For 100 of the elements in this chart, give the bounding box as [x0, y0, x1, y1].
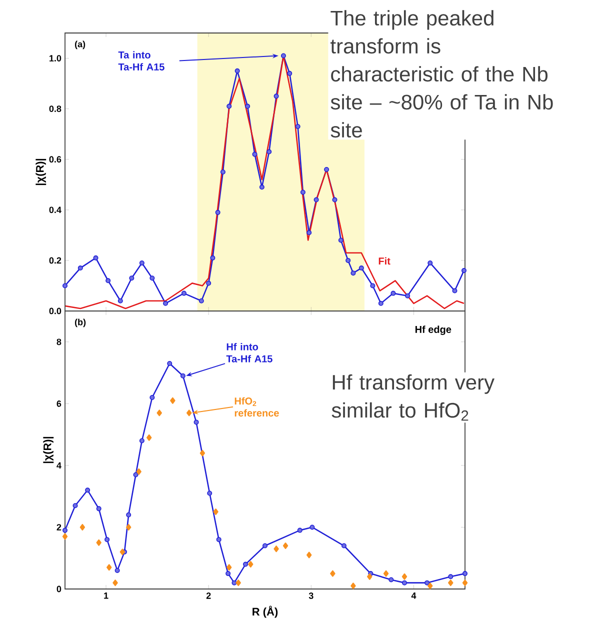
- point: [448, 580, 454, 586]
- x-tick-label: 3: [308, 592, 314, 599]
- y-tick-label: 0.4: [49, 206, 62, 214]
- series-label: Fit: [378, 257, 390, 265]
- point: [146, 434, 152, 441]
- annotation: The triple peaked transform is characteristic of the Nb site – ~80% of Ta in Nb site: [330, 10, 553, 138]
- y-tick-label: 0: [56, 586, 62, 592]
- point: [243, 562, 248, 567]
- point: [180, 373, 186, 378]
- annotation: Hf transform very similar to HfO$_{2}$: [332, 374, 494, 421]
- point: [405, 293, 410, 298]
- point: [314, 197, 319, 202]
- y-tick-label: 1.0: [50, 55, 62, 62]
- point: [252, 152, 258, 157]
- y-tick-label: 0.8: [49, 106, 62, 112]
- point: [324, 166, 330, 172]
- point: [136, 468, 142, 475]
- point: [390, 290, 396, 296]
- point: [104, 537, 110, 542]
- point: [129, 276, 134, 281]
- point: [207, 490, 212, 496]
- point: [216, 537, 222, 542]
- point: [186, 410, 192, 416]
- y-tick-label: 4: [56, 462, 62, 469]
- point: [367, 573, 372, 580]
- point: [210, 255, 216, 260]
- x-tick-label: 4: [411, 592, 416, 599]
- y-tick-label: 2: [56, 524, 62, 530]
- point: [370, 283, 376, 288]
- point: [236, 580, 241, 586]
- point: [226, 571, 231, 576]
- point: [220, 169, 226, 174]
- point: [72, 503, 78, 508]
- point: [297, 528, 302, 533]
- point: [287, 70, 292, 76]
- point: [295, 124, 300, 129]
- point: [170, 397, 176, 404]
- point: [402, 573, 408, 580]
- point: [198, 298, 204, 304]
- point: [245, 104, 250, 109]
- annotation: (b): [74, 318, 86, 328]
- point: [150, 276, 155, 281]
- text: Ta into Ta-Hf A15: [118, 51, 164, 70]
- point: [62, 533, 68, 540]
- point: [150, 394, 155, 400]
- point: [62, 283, 68, 288]
- point: [226, 564, 232, 571]
- annotation: Hf edge: [415, 326, 452, 336]
- point: [96, 506, 102, 512]
- point: [280, 53, 286, 58]
- point: [462, 580, 468, 586]
- point: [206, 280, 212, 286]
- point: [234, 68, 240, 74]
- point: [306, 552, 312, 558]
- y-tick-label: 0.2: [49, 257, 62, 264]
- point: [262, 543, 268, 548]
- point: [358, 266, 364, 271]
- point: [139, 260, 144, 266]
- point: [428, 582, 433, 590]
- point: [96, 539, 102, 546]
- y-axis-title: |χ(R)|: [43, 436, 54, 464]
- point: [106, 564, 112, 571]
- point: [126, 512, 132, 518]
- point: [78, 266, 83, 271]
- point: [402, 580, 407, 586]
- point: [106, 278, 111, 284]
- point: [332, 197, 338, 202]
- point: [226, 104, 232, 109]
- x-tick-label: 1: [104, 592, 108, 599]
- point: [215, 210, 220, 215]
- point: [133, 472, 138, 478]
- x-tick-label: 2: [206, 592, 211, 599]
- point: [310, 524, 315, 530]
- point: [80, 524, 86, 530]
- point: [330, 570, 336, 577]
- point: [112, 580, 118, 586]
- y-tick-label: 0.0: [49, 308, 62, 314]
- point: [167, 361, 172, 366]
- point: [306, 230, 312, 236]
- point: [388, 577, 394, 582]
- point: [350, 270, 356, 276]
- point: [461, 268, 466, 274]
- point: [350, 582, 356, 590]
- point: [338, 238, 344, 243]
- point: [274, 94, 279, 99]
- point: [248, 561, 254, 568]
- point: [232, 580, 237, 586]
- point: [346, 258, 351, 263]
- point: [341, 543, 346, 548]
- point: [448, 574, 454, 580]
- point: [163, 300, 168, 306]
- point: [378, 300, 384, 306]
- point: [62, 528, 68, 533]
- annotation: (a): [74, 40, 86, 50]
- text: Hf into Ta-Hf A15: [226, 343, 272, 362]
- point: [300, 190, 306, 195]
- point: [282, 542, 288, 550]
- point: [200, 450, 206, 456]
- legend-label: HfO$_{2}$ reference: [234, 397, 279, 417]
- point: [114, 568, 120, 573]
